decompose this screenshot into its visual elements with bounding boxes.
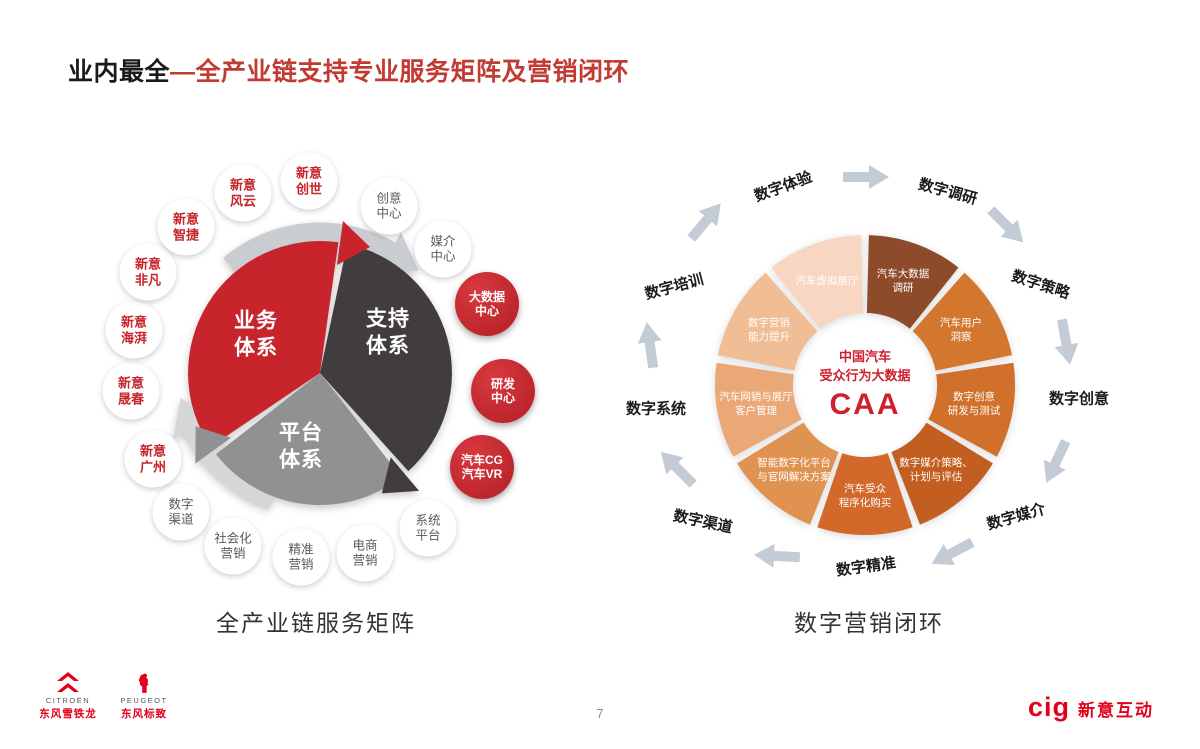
page-title: 业内最全—全产业链支持专业服务矩阵及营销闭环 (68, 52, 629, 88)
rotation-arc-top (223, 222, 396, 278)
pie-arrowhead-platform-icon (195, 426, 231, 464)
cycle-arrow-icon (753, 541, 801, 571)
caa-acronym: CAA (829, 387, 901, 421)
cycle-arrow-icon (1034, 435, 1079, 489)
pie-label-support: 支持 体系 (366, 306, 410, 361)
ring-segment-creative (928, 362, 1016, 457)
matrix-bubble-red: 研发 中心 (471, 359, 535, 423)
matrix-bubble-brand: 新意 风云 (214, 164, 272, 222)
ring-segment-showroom (771, 235, 864, 329)
cycle-arrow-icon (843, 163, 889, 191)
matrix-bubble-red: 大数据 中心 (455, 272, 519, 336)
matrix-bubble-red: 汽车CG 汽车VR (450, 435, 514, 499)
ring-segment-label: 汽车虚拟展厅 (795, 274, 859, 287)
citroen-chevrons-icon (57, 672, 79, 692)
pie-segment-business (188, 241, 339, 447)
matrix-bubble-brand: 新意 智捷 (157, 198, 215, 256)
cig-logo: cig 新意互动 (1028, 692, 1154, 723)
ring-segment-label: 汽车用户 洞察 (940, 316, 982, 343)
matrix-bubble-brand: 新意 晟春 (102, 362, 160, 420)
cycle-arrow-icon (633, 320, 667, 369)
left-diagram-caption: 全产业链服务矩阵 (216, 610, 416, 636)
ring-segment-label: 汽车受众 程序化购买 (838, 482, 892, 509)
rotation-arrowhead-left-icon (173, 398, 217, 439)
peugeot-cn-name: 东风标致 (121, 708, 167, 720)
matrix-bubble-plain: 电商 营销 (336, 524, 394, 582)
pie-arrowhead-support-icon (381, 457, 419, 494)
matrix-bubble-brand: 新意 广州 (124, 430, 182, 488)
page-number: 7 (596, 706, 604, 721)
pie-label-line: 体系 (366, 335, 410, 358)
pie-segment-platform (216, 373, 402, 506)
caa-center-line: 受众行为大数据 (819, 368, 911, 383)
cycle-arrow-icon (680, 194, 731, 247)
pie-segment-support (320, 243, 452, 472)
ring-segment-label: 汽车大数据 调研 (876, 267, 930, 294)
matrix-bubble-brand: 新意 非凡 (119, 243, 177, 301)
cycle-arrow-icon (651, 442, 703, 494)
ring-segment-label: 数字媒介策略、 计划与评估 (899, 456, 973, 483)
matrix-bubble-plain: 创意 中心 (360, 177, 418, 235)
peugeot-lion-icon (138, 673, 149, 693)
ring-segment-crm (714, 362, 802, 457)
title-emphasis: 业内最全 (68, 58, 171, 86)
pie-arrowhead-business-icon (337, 221, 370, 265)
pie-label-line: 业务 (234, 309, 278, 333)
matrix-bubble-plain: 精准 营销 (272, 528, 330, 586)
cig-logo-mark: cig (1027, 692, 1070, 722)
matrix-bubble-plain: 系统 平台 (399, 499, 457, 557)
matrix-bubble-plain: 媒介 中心 (414, 220, 472, 278)
ring-segment-label: 汽车网销与展厅 客户管理 (719, 390, 793, 417)
pie-label-line: 支持 (366, 307, 410, 331)
cycle-arrow-icon (981, 200, 1033, 252)
ring-segment-label: 智能数字化平台 与官网解决方案 (757, 456, 831, 483)
peugeot-name: PEUGEOT (120, 696, 168, 705)
matrix-bubble-brand: 新意 海湃 (105, 301, 163, 359)
citroen-cn-name: 东风雪铁龙 (39, 708, 97, 720)
ring-segment-insight (912, 272, 1012, 371)
ring-segment-programmatic (817, 453, 913, 535)
cycle-stage-label: 数字系统 (625, 400, 687, 418)
pie-label-line: 平台 (279, 421, 323, 445)
pie-label-business: 业务 体系 (234, 308, 278, 363)
marketing-loop-donut (714, 235, 1016, 535)
service-matrix-pie (173, 221, 452, 509)
matrix-bubble-plain: 社会化 营销 (204, 517, 262, 575)
matrix-bubble-plain: 数字 渠道 (152, 483, 210, 541)
matrix-bubble-brand: 新意 创世 (280, 152, 338, 210)
cig-cn-name: 新意互动 (1078, 701, 1154, 720)
ring-segment-platform (737, 422, 839, 525)
pie-label-line: 体系 (279, 449, 323, 472)
pie-label-line: 体系 (234, 337, 278, 360)
pie-label-platform: 平台 体系 (279, 420, 323, 475)
right-diagram-caption: 数字营销闭环 (794, 610, 944, 636)
citroen-name: CITROËN (45, 696, 91, 705)
ring-segment-training (718, 272, 818, 371)
citroen-logo: CITROËN 东风雪铁龙 (28, 672, 108, 721)
ring-segment-label: 数字营销 能力提升 (748, 316, 790, 343)
ring-segment-research (866, 235, 959, 329)
ring-segment-media (891, 422, 993, 525)
cycle-arrow-icon (925, 530, 979, 576)
title-subtitle: —全产业链支持专业服务矩阵及营销闭环 (170, 58, 630, 86)
cycle-stage-label: 数字创意 (1048, 390, 1110, 408)
caa-center-line: 中国汽车 (838, 349, 892, 365)
peugeot-logo: PEUGEOT 东风标致 (104, 672, 184, 721)
cycle-arrow-icon (1048, 317, 1084, 367)
caa-center: 中国汽车 受众行为大数据 CAA (819, 348, 910, 422)
ring-segment-label: 数字创意 研发与测试 (947, 390, 1001, 417)
